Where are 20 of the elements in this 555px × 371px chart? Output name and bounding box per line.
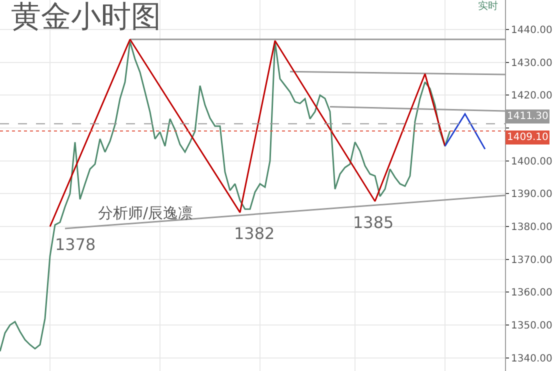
y-tick-label: 1390.00 <box>511 189 552 200</box>
annotation: 1378 <box>55 235 96 254</box>
ref-line-label: 1411.30 <box>507 111 548 122</box>
y-tick-label: 1350.00 <box>511 320 552 332</box>
chart-title: 黄金小时图 <box>11 0 162 35</box>
y-tick-label: 1440.00 <box>511 25 552 36</box>
annotation: 1385 <box>353 213 394 232</box>
y-tick-label: 1380.00 <box>511 222 552 234</box>
line-series <box>49 38 446 228</box>
annotation: 1382 <box>234 224 275 243</box>
y-tick-label: 1340.00 <box>511 353 552 364</box>
y-tick-label: 1370.00 <box>511 254 552 266</box>
y-tick-label: 1420.00 <box>511 90 552 102</box>
annotation: 实时 <box>478 0 498 12</box>
y-tick-label: 1360.00 <box>511 288 552 299</box>
annotation: 分析师/辰逸凛 <box>98 204 194 222</box>
y-tick-label: 1400.00 <box>511 156 552 168</box>
ref-line-label: 1409.10 <box>507 132 548 143</box>
y-tick-label: 1430.00 <box>511 58 552 69</box>
line-series <box>0 40 451 352</box>
